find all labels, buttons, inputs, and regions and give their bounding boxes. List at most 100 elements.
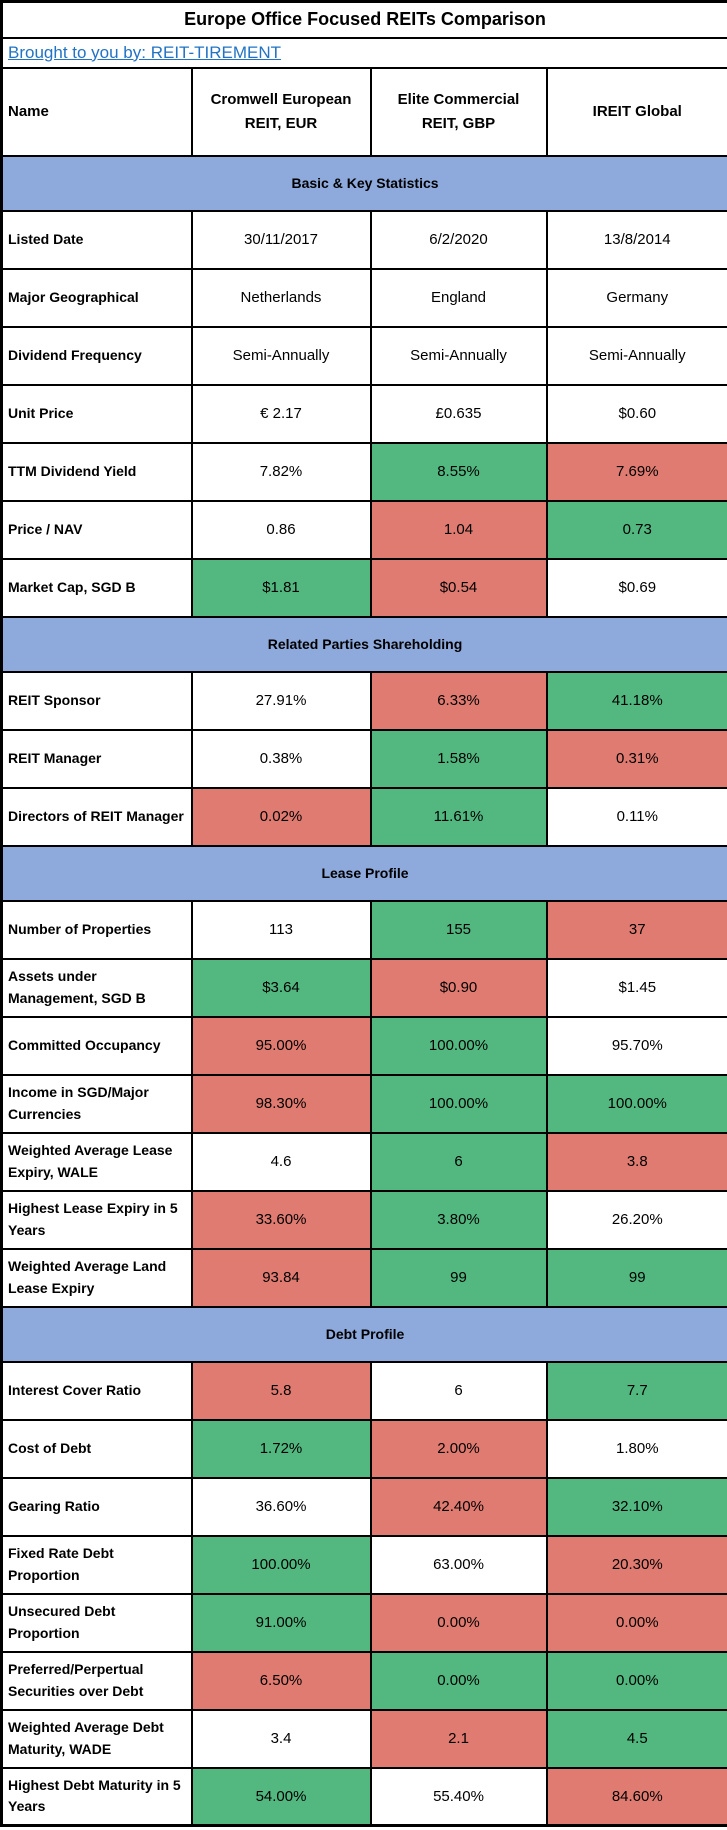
table-row: REIT Manager 0.38% 1.58% 0.31% [0, 728, 727, 789]
value-cell: 113 [190, 899, 372, 960]
value-cell: 93.84 [190, 1247, 372, 1308]
metric-label: Number of Properties [0, 899, 193, 960]
value-cell: 20.30% [545, 1534, 727, 1595]
page-title: Europe Office Focused REITs Comparison [0, 0, 727, 39]
value-cell: 100.00% [369, 1073, 548, 1134]
metric-label: Highest Lease Expiry in 5 Years [0, 1189, 193, 1250]
value-cell: 26.20% [545, 1189, 727, 1250]
value-cell: 1.58% [369, 728, 548, 789]
metric-label: Market Cap, SGD B [0, 557, 193, 618]
value-cell: € 2.17 [190, 383, 372, 444]
value-cell: 5.8 [190, 1360, 372, 1421]
value-cell: 99 [369, 1247, 548, 1308]
value-cell: 0.31% [545, 728, 727, 789]
value-cell: 100.00% [369, 1015, 548, 1076]
metric-label: Fixed Rate Debt Proportion [0, 1534, 193, 1595]
table-row: Weighted Average Debt Maturity, WADE 3.4 2… [0, 1708, 727, 1769]
subtitle-cell: Brought to you by: REIT-TIREMENT [0, 36, 727, 69]
value-cell: 0.00% [369, 1650, 548, 1711]
value-cell: $0.90 [369, 957, 548, 1018]
value-cell: 3.80% [369, 1189, 548, 1250]
value-cell: England [369, 267, 548, 328]
value-cell: 1.80% [545, 1418, 727, 1479]
section-title: Basic & Key Statistics [0, 154, 727, 212]
metric-label: Gearing Ratio [0, 1476, 193, 1537]
value-cell: 0.86 [190, 499, 372, 560]
table-row: Market Cap, SGD B $1.81 $0.54 $0.69 [0, 557, 727, 618]
value-cell: 1.04 [369, 499, 548, 560]
value-cell: 7.7 [545, 1360, 727, 1421]
column-header-name: Name [0, 66, 193, 157]
metric-label: Major Geographical [0, 267, 193, 328]
metric-label: Income in SGD/Major Currencies [0, 1073, 193, 1134]
value-cell: 3.8 [545, 1131, 727, 1192]
metric-label: REIT Manager [0, 728, 193, 789]
metric-label: Dividend Frequency [0, 325, 193, 386]
value-cell: 0.00% [545, 1592, 727, 1653]
section-header-row: Related Parties Shareholding [0, 615, 727, 673]
table-row: Unit Price € 2.17 £0.635 $0.60 [0, 383, 727, 444]
table-row: Committed Occupancy 95.00% 100.00% 95.70% [0, 1015, 727, 1076]
value-cell: 55.40% [369, 1766, 548, 1827]
table-row: Fixed Rate Debt Proportion 100.00% 63.00% 2… [0, 1534, 727, 1595]
value-cell: $1.45 [545, 957, 727, 1018]
section-header-row: Lease Profile [0, 844, 727, 902]
column-header-cromwell: Cromwell European REIT, EUR [190, 66, 372, 157]
value-cell: $3.64 [190, 957, 372, 1018]
value-cell: 63.00% [369, 1534, 548, 1595]
value-cell: 4.5 [545, 1708, 727, 1769]
value-cell: Semi-Annually [545, 325, 727, 386]
section-header-row: Basic & Key Statistics [0, 154, 727, 212]
value-cell: 30/11/2017 [190, 209, 372, 270]
metric-label: Weighted Average Land Lease Expiry [0, 1247, 193, 1308]
metric-label: Weighted Average Debt Maturity, WADE [0, 1708, 193, 1769]
metric-label: TTM Dividend Yield [0, 441, 193, 502]
metric-label: Committed Occupancy [0, 1015, 193, 1076]
value-cell: 6 [369, 1360, 548, 1421]
section-title: Lease Profile [0, 844, 727, 902]
reit-tirement-link[interactable]: Brought to you by: REIT-TIREMENT [8, 42, 282, 62]
value-cell: 6.50% [190, 1650, 372, 1711]
table-row: Interest Cover Ratio 5.8 6 7.7 [0, 1360, 727, 1421]
value-cell: Semi-Annually [190, 325, 372, 386]
value-cell: 0.00% [545, 1650, 727, 1711]
value-cell: 6 [369, 1131, 548, 1192]
metric-label: Highest Debt Maturity in 5 Years [0, 1766, 193, 1827]
table-row: Weighted Average Lease Expiry, WALE 4.6 6 3… [0, 1131, 727, 1192]
table-row: TTM Dividend Yield 7.82% 8.55% 7.69% [0, 441, 727, 502]
value-cell: 155 [369, 899, 548, 960]
section-title: Related Parties Shareholding [0, 615, 727, 673]
value-cell: 0.00% [369, 1592, 548, 1653]
value-cell: 6.33% [369, 670, 548, 731]
value-cell: 2.1 [369, 1708, 548, 1769]
value-cell: 33.60% [190, 1189, 372, 1250]
metric-label: Preferred/Perpertual Securities over Deb… [0, 1650, 193, 1711]
value-cell: 6/2/2020 [369, 209, 548, 270]
section-header-row: Debt Profile [0, 1305, 727, 1363]
value-cell: Semi-Annually [369, 325, 548, 386]
value-cell: 13/8/2014 [545, 209, 727, 270]
table-row: Listed Date 30/11/2017 6/2/2020 13/8/2014 [0, 209, 727, 270]
value-cell: 2.00% [369, 1418, 548, 1479]
table-row: Highest Lease Expiry in 5 Years 33.60% 3.8… [0, 1189, 727, 1250]
table-row: Dividend Frequency Semi-Annually Semi-Annu… [0, 325, 727, 386]
table-row: Cost of Debt 1.72% 2.00% 1.80% [0, 1418, 727, 1479]
value-cell: 95.00% [190, 1015, 372, 1076]
value-cell: 91.00% [190, 1592, 372, 1653]
table-row: Weighted Average Land Lease Expiry 93.84 9… [0, 1247, 727, 1308]
table-row: Assets under Management, SGD B $3.64 $0.90… [0, 957, 727, 1018]
value-cell: Netherlands [190, 267, 372, 328]
metric-label: Interest Cover Ratio [0, 1360, 193, 1421]
table-row: REIT Sponsor 27.91% 6.33% 41.18% [0, 670, 727, 731]
metric-label: Cost of Debt [0, 1418, 193, 1479]
table-row: Income in SGD/Major Currencies 98.30% 100.… [0, 1073, 727, 1134]
value-cell: $0.60 [545, 383, 727, 444]
value-cell: 3.4 [190, 1708, 372, 1769]
metric-label: Listed Date [0, 209, 193, 270]
metric-label: Directors of REIT Manager [0, 786, 193, 847]
value-cell: 95.70% [545, 1015, 727, 1076]
column-header-row: Name Cromwell European REIT, EUR Elite C… [0, 66, 727, 157]
table-row: Number of Properties 113 155 37 [0, 899, 727, 960]
value-cell: 4.6 [190, 1131, 372, 1192]
